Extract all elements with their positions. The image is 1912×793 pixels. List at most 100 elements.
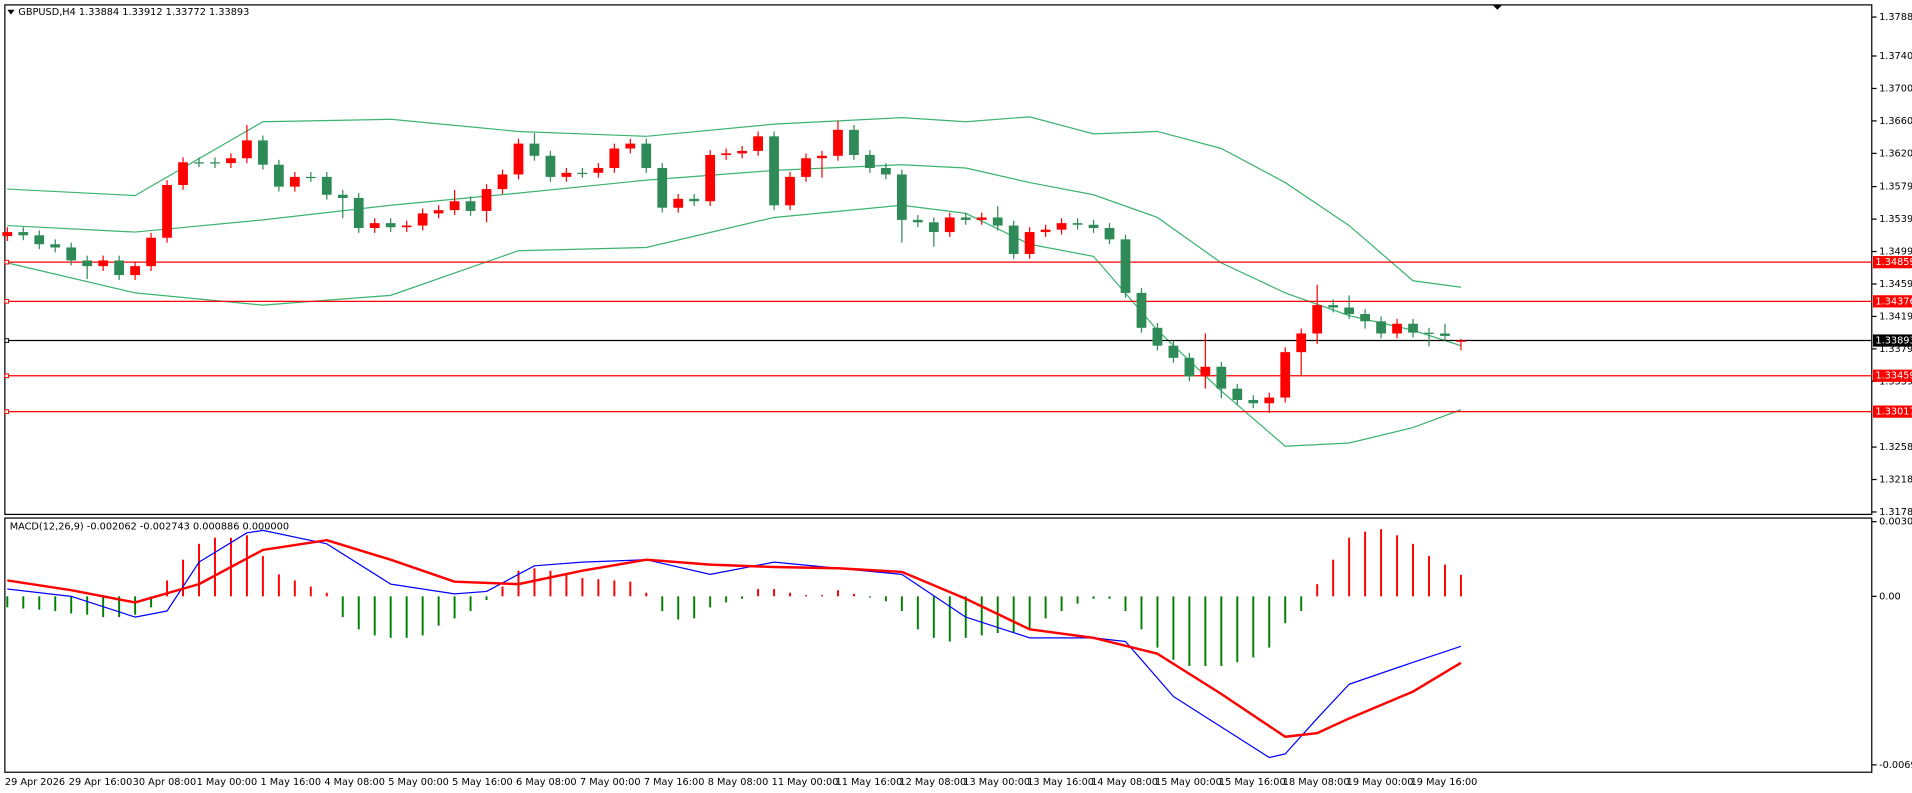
candle-body [18,232,29,236]
candle-body [1184,357,1195,377]
candle-body [705,154,716,202]
candle-body [1056,223,1067,230]
x-tick-label: 13 May 16:00 [1027,777,1094,788]
level-label: 1.34859 [1875,257,1912,268]
candle-body [976,217,987,220]
candle-body [513,143,524,175]
signal-line [7,538,1462,738]
candle-body [1248,400,1259,404]
candle-body [1408,323,1418,333]
price-panel [4,4,1873,516]
y-tick-label: 1.36600 [1879,116,1912,127]
candle-body [1136,292,1147,328]
x-tick-label: 19 May 00:00 [1347,777,1414,788]
candle-body [625,143,636,149]
band-line [7,116,1462,288]
y-tick-label: 1.34190 [1879,311,1912,322]
candle-body [944,217,955,233]
x-tick-label: 1 May 16:00 [260,777,321,788]
macd-title: MACD(12,26,9) -0.002062 -0.002743 0.0008… [10,522,289,533]
x-tick-label: 7 May 16:00 [644,777,705,788]
candle-body [146,237,156,267]
candle-body [1344,307,1355,315]
candle-body [1280,352,1291,398]
candle-body [353,197,364,229]
candle-body [865,154,875,168]
level-handle [4,299,10,304]
candle-body [337,194,348,198]
macd-panel [4,517,1873,773]
candle-body [928,222,939,233]
x-tick-label: 29 Apr 2026 [5,777,65,788]
x-tick-label: 4 May 08:00 [324,777,385,788]
band-line [7,164,1462,347]
y-tick-label: -0.006957 [1879,760,1912,771]
level-label-box [1872,295,1912,308]
level-handle [4,409,10,414]
level-label: 1.34376 [1875,296,1912,307]
candle-body [1264,397,1275,404]
x-tick-label: 15 May 16:00 [1219,777,1286,788]
candle-body [210,162,220,164]
candle-body [401,225,412,228]
menu-arrow[interactable] [7,9,15,15]
candle-body [385,223,396,228]
candle-body [529,143,540,156]
candle-body [1392,323,1402,334]
y-tick-label: 1.35390 [1879,214,1912,225]
candle-body [641,143,652,168]
x-tick-label: 5 May 16:00 [452,777,513,788]
candle-body [881,167,891,175]
candle-body [98,260,109,267]
y-tick-label: 1.37400 [1879,51,1912,62]
x-tick-label: 1 May 00:00 [197,777,258,788]
candle-body [1152,327,1163,346]
candle-body [321,176,332,195]
level-label-box [1872,405,1912,418]
candle-body [657,167,668,208]
x-tick-label: 5 May 00:00 [388,777,449,788]
level-handle [4,259,10,265]
candle-body [162,185,172,238]
candle-body [817,155,827,159]
candle-body [1328,305,1339,308]
candle-body [1008,225,1019,254]
candle-body [960,217,971,220]
x-tick-label: 12 May 08:00 [899,777,966,788]
x-tick-label: 6 May 08:00 [516,777,577,788]
y-tick-label: 0.003081 [1879,517,1912,528]
x-tick-label: 30 Apr 08:00 [133,777,197,788]
candle-body [737,150,747,154]
level-label: 1.33459 [1875,371,1912,382]
candle-body [1456,340,1466,342]
candle-body [417,213,428,226]
candle-body [912,219,923,223]
x-tick-label: 15 May 00:00 [1155,777,1222,788]
candle-body [1376,321,1386,334]
candle-body [1072,223,1083,225]
candle-body [1168,345,1179,358]
x-tick-label: 13 May 00:00 [963,777,1030,788]
candle-body [769,136,779,206]
candle-body [305,176,316,179]
x-tick-label: 8 May 08:00 [708,777,769,788]
candle-body [1104,228,1115,240]
candle-body [593,167,604,173]
candle-body [178,162,188,186]
candle-body [785,176,795,206]
candle-body [242,140,252,159]
y-tick-label: 1.34990 [1879,247,1912,258]
candle-body [689,198,700,202]
x-tick-label: 11 May 00:00 [772,777,839,788]
candle-body [1312,305,1323,334]
shift-marker [1492,4,1503,10]
candle-body [1232,388,1243,401]
x-tick-label: 18 May 08:00 [1283,777,1350,788]
candle-body [497,174,508,190]
y-tick-label: 1.35790 [1879,182,1912,193]
y-tick-label: 0.00 [1879,591,1901,602]
candle-body [1040,229,1051,233]
x-tick-label: 11 May 16:00 [836,777,903,788]
